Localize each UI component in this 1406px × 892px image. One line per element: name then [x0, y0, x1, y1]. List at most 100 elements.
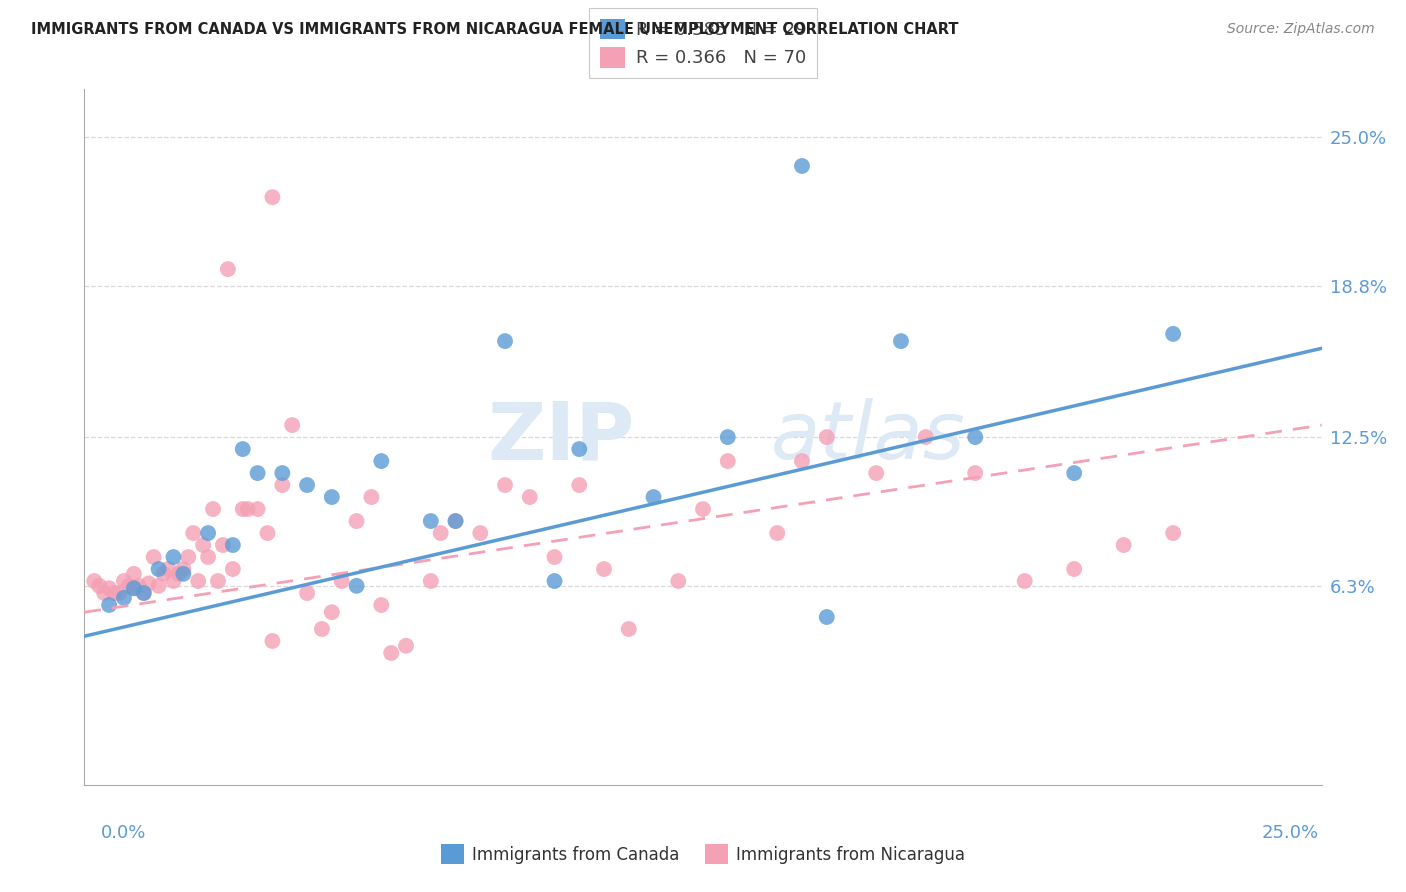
Point [93, 586, 115, 600]
Point [419, 514, 441, 528]
Point [717, 430, 740, 444]
Point [132, 586, 155, 600]
Point [167, 566, 190, 581]
Point [790, 454, 813, 468]
Point [271, 478, 294, 492]
Point [295, 478, 318, 492]
Point [965, 466, 987, 480]
Point [692, 502, 714, 516]
Point [1063, 562, 1085, 576]
Point [191, 538, 214, 552]
Point [256, 526, 278, 541]
Point [118, 579, 141, 593]
Point [89, 579, 111, 593]
Point [311, 622, 333, 636]
Point [83, 574, 105, 588]
Point [330, 574, 353, 588]
Point [148, 579, 170, 593]
Point [222, 538, 245, 552]
Point [914, 430, 936, 444]
Point [395, 639, 418, 653]
Point [815, 430, 838, 444]
Point [142, 549, 165, 564]
Point [444, 514, 467, 528]
Point [162, 574, 184, 588]
Point [262, 634, 284, 648]
Point [766, 526, 789, 541]
Point [1063, 466, 1085, 480]
Point [281, 418, 304, 433]
Point [157, 562, 180, 576]
Point [419, 574, 441, 588]
Point [568, 442, 591, 456]
Point [222, 562, 245, 576]
Point [815, 610, 838, 624]
Point [172, 566, 194, 581]
Point [98, 581, 121, 595]
Legend: Immigrants from Canada, Immigrants from Nicaragua: Immigrants from Canada, Immigrants from … [434, 838, 972, 871]
Text: IMMIGRANTS FROM CANADA VS IMMIGRANTS FROM NICARAGUA FEMALE UNEMPLOYMENT CORRELAT: IMMIGRANTS FROM CANADA VS IMMIGRANTS FRO… [31, 22, 959, 37]
Point [543, 549, 565, 564]
Point [108, 586, 131, 600]
Point [246, 502, 269, 516]
Text: atlas: atlas [770, 398, 966, 476]
Point [177, 549, 200, 564]
Point [246, 466, 269, 480]
Point [666, 574, 689, 588]
Text: 0.0%: 0.0% [101, 824, 146, 842]
Point [494, 334, 516, 348]
Legend: R = 0.585   N = 29, R = 0.366   N = 70: R = 0.585 N = 29, R = 0.366 N = 70 [589, 8, 817, 78]
Point [346, 514, 368, 528]
Point [187, 574, 209, 588]
Point [790, 159, 813, 173]
Point [543, 574, 565, 588]
Point [207, 574, 229, 588]
Point [321, 490, 343, 504]
Point [890, 334, 912, 348]
Point [148, 562, 170, 576]
Point [380, 646, 402, 660]
Point [197, 526, 219, 541]
Point [202, 502, 225, 516]
Point [1161, 326, 1184, 341]
Point [593, 562, 616, 576]
Point [321, 605, 343, 619]
Text: Source: ZipAtlas.com: Source: ZipAtlas.com [1227, 22, 1375, 37]
Point [181, 526, 204, 541]
Point [232, 502, 254, 516]
Point [212, 538, 235, 552]
Text: ZIP: ZIP [488, 398, 636, 476]
Text: 25.0%: 25.0% [1261, 824, 1319, 842]
Point [470, 526, 492, 541]
Point [128, 579, 150, 593]
Point [236, 502, 259, 516]
Point [172, 562, 194, 576]
Point [1112, 538, 1135, 552]
Point [568, 478, 591, 492]
Point [271, 466, 294, 480]
Point [122, 581, 145, 595]
Point [494, 478, 516, 492]
Point [295, 586, 318, 600]
Point [162, 549, 184, 564]
Point [112, 591, 135, 605]
Point [360, 490, 382, 504]
Point [232, 442, 254, 456]
Point [444, 514, 467, 528]
Point [138, 576, 160, 591]
Point [132, 586, 155, 600]
Point [103, 586, 125, 600]
Point [643, 490, 665, 504]
Point [262, 190, 284, 204]
Point [865, 466, 887, 480]
Point [370, 454, 392, 468]
Point [519, 490, 541, 504]
Point [98, 598, 121, 612]
Point [1161, 526, 1184, 541]
Point [1014, 574, 1036, 588]
Point [346, 579, 368, 593]
Point [617, 622, 640, 636]
Point [370, 598, 392, 612]
Point [717, 454, 740, 468]
Point [197, 549, 219, 564]
